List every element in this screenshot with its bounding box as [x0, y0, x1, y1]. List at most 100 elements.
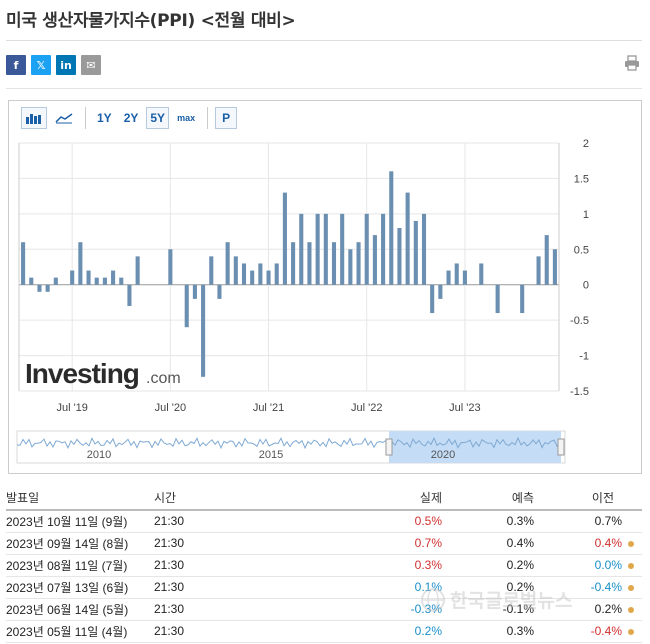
header-actual: 실제	[254, 486, 442, 511]
range-1y-button[interactable]: 1Y	[97, 111, 112, 125]
chart-bar	[413, 220, 418, 285]
cell-date: 2023년 06월 14일 (5월)	[6, 598, 154, 621]
print-icon[interactable]	[624, 55, 640, 75]
cell-actual: -0.3%	[410, 602, 442, 616]
watermark: 한국글로벌뉴스	[420, 586, 572, 613]
chart-bar	[127, 284, 132, 306]
header-previous: 이전	[534, 486, 642, 511]
release-table: 발표일 시간 실제 예측 이전 2023년 10월 11일 (9월) 21:30 0…	[6, 486, 642, 643]
p-button[interactable]: P	[215, 107, 238, 129]
navigator-handle	[385, 438, 393, 456]
chart-bar	[37, 284, 42, 292]
chart-bar	[438, 284, 443, 299]
linkedin-icon[interactable]: in	[56, 55, 76, 75]
chart-bar	[299, 213, 304, 285]
chart-bar	[78, 242, 83, 285]
chart-bar	[266, 270, 271, 285]
range-2y-button[interactable]: 2Y	[123, 111, 139, 125]
chart-bar	[340, 213, 345, 285]
chart-bar	[258, 263, 263, 285]
cell-time: 21:30	[154, 510, 254, 533]
chart-bar	[86, 270, 91, 285]
cell-forecast: 0.2%	[442, 576, 534, 599]
chart-bar	[135, 256, 140, 285]
twitter-icon[interactable]: 𝕏	[31, 55, 51, 75]
range-max-button[interactable]: max	[177, 113, 196, 123]
y-tick-label: 0.5	[574, 244, 589, 256]
revision-dot-icon[interactable]	[628, 584, 634, 591]
table-row: 2023년 07월 13일 (6월) 21:30 0.1% 0.2% -0.4%	[6, 576, 642, 599]
y-tick-label: 0	[583, 280, 589, 292]
y-tick-label: -1	[579, 351, 589, 363]
chart-bar	[454, 263, 459, 285]
chart-bar	[217, 284, 222, 299]
revision-dot-icon[interactable]	[628, 628, 634, 635]
chart-bar	[397, 228, 402, 285]
chart-bar	[111, 270, 116, 285]
chart-bar	[29, 277, 34, 285]
table-header-row: 발표일 시간 실제 예측 이전	[6, 486, 642, 511]
facebook-icon[interactable]: f	[6, 55, 26, 75]
table-row: 2023년 09월 14일 (8월) 21:30 0.7% 0.4% 0.4%	[6, 532, 642, 555]
area-chart-toggle[interactable]	[51, 107, 77, 129]
watermark-text: 한국글로벌뉴스	[450, 590, 573, 612]
toolbar-separator	[85, 107, 86, 129]
y-tick-label: 1	[583, 209, 589, 221]
cell-time: 21:30	[154, 620, 254, 643]
cell-previous: 0.0%	[594, 558, 622, 572]
chart-bar	[544, 235, 549, 285]
cell-actual: 0.7%	[414, 536, 442, 550]
x-tick-label: Jul '23	[449, 402, 480, 414]
chart-bar	[315, 213, 320, 285]
toolbar-separator	[207, 107, 209, 129]
navigator-line	[16, 436, 561, 450]
x-tick-label: Jul '20	[155, 402, 186, 414]
table-row: 2023년 08월 11일 (7월) 21:30 0.3% 0.2% 0.0%	[6, 554, 642, 577]
chart-bar	[520, 284, 525, 314]
chart-bar	[119, 277, 124, 285]
y-tick-label: -1.5	[570, 386, 589, 398]
chart-bar	[184, 284, 189, 328]
cell-forecast: 0.3%	[442, 620, 534, 643]
x-tick-label: Jul '22	[351, 402, 382, 414]
header-time: 시간	[154, 486, 254, 511]
revision-dot-icon[interactable]	[628, 562, 634, 569]
chart-bar	[307, 242, 312, 285]
investing-logo-suffix: .com	[146, 370, 181, 387]
range-5y-button[interactable]: 5Y	[146, 107, 170, 129]
cell-previous: 0.7%	[594, 514, 622, 529]
cell-previous: -0.4%	[590, 624, 622, 638]
chart-bar	[45, 284, 50, 292]
bar-chart-toggle[interactable]	[21, 107, 47, 129]
chart-bar	[364, 213, 369, 285]
navigator-handle	[557, 438, 565, 456]
revision-dot-icon[interactable]	[628, 540, 634, 547]
chart-bar	[21, 242, 26, 285]
y-tick-label: 1.5	[574, 173, 589, 185]
chart-bar	[381, 213, 386, 285]
cell-time: 21:30	[154, 532, 254, 555]
header-forecast: 예측	[442, 486, 534, 511]
chart-bar	[495, 284, 500, 314]
cell-forecast: 0.3%	[442, 510, 534, 533]
line-chart-icon	[55, 113, 73, 124]
cell-date: 2023년 09월 14일 (8월)	[6, 532, 154, 555]
bar-chart-icon	[26, 114, 41, 124]
cell-forecast: 0.4%	[442, 532, 534, 555]
email-icon[interactable]: ✉	[81, 55, 101, 75]
page-title: 미국 생산자물가지수(PPI) <전월 대비>	[6, 11, 296, 31]
cell-previous: -0.4%	[590, 580, 622, 594]
cell-date: 2023년 08월 11일 (7월)	[6, 554, 154, 577]
table-row: 2023년 06월 14일 (5월) 21:30 -0.3% -0.1% 0.2%	[6, 598, 642, 621]
chart-bar	[462, 270, 467, 285]
revision-dot-icon[interactable]	[628, 606, 634, 613]
title-divider	[6, 40, 642, 41]
chart-bar	[356, 242, 361, 285]
cell-actual: 0.1%	[414, 580, 442, 594]
chart-bar	[348, 249, 353, 285]
investing-logo: Investing	[25, 358, 139, 389]
cell-actual: 0.3%	[414, 558, 442, 572]
navigator-label: 2020	[431, 449, 455, 461]
chart-bar	[241, 263, 247, 285]
chart-bar	[430, 284, 435, 314]
